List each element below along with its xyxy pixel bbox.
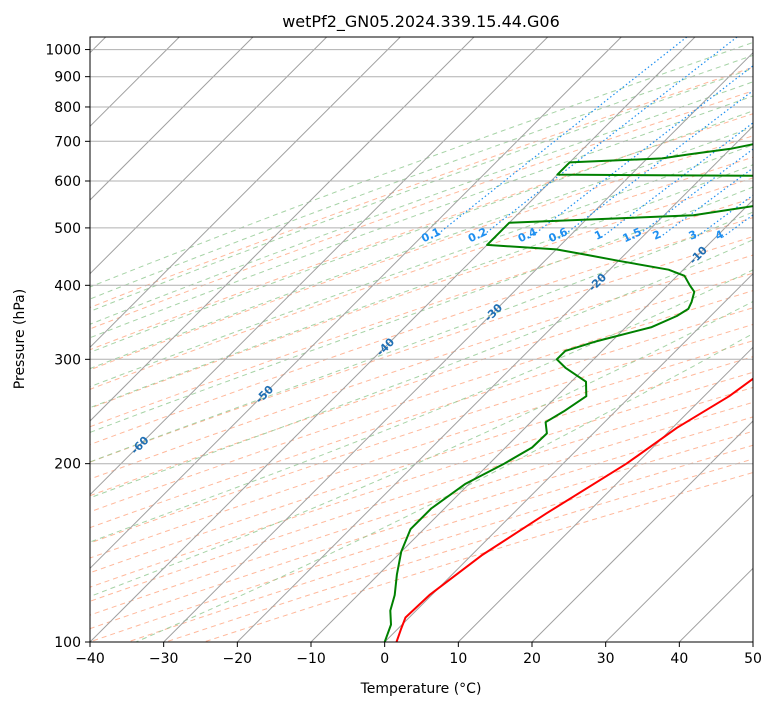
chart-title: wetPf2_GN05.2024.339.15.44.G06 xyxy=(282,12,560,32)
moist-adiabat xyxy=(90,211,753,463)
x-tick-label: 50 xyxy=(744,651,762,667)
x-tick-label: −10 xyxy=(296,651,326,667)
moist-adiabat xyxy=(90,67,753,312)
dry-adiabat xyxy=(90,307,753,529)
moist-adiabat xyxy=(90,95,753,339)
isotherm xyxy=(531,420,753,642)
y-tick-label: 700 xyxy=(54,134,81,150)
dewpoint-line xyxy=(383,143,753,642)
x-tick-label: 0 xyxy=(380,651,389,667)
moist-adiabat xyxy=(90,41,753,288)
background-lines xyxy=(90,37,753,642)
moist-adiabat xyxy=(90,186,753,433)
y-tick-label: 900 xyxy=(54,70,81,86)
x-tick-label: 10 xyxy=(449,651,467,667)
isotherm xyxy=(90,37,475,422)
dry-adiabat xyxy=(90,197,753,428)
dry-adiabat xyxy=(90,386,753,602)
x-axis-title: Temperature (°C) xyxy=(360,681,482,697)
mixing-ratio-line xyxy=(478,37,738,239)
dry-adiabat xyxy=(90,90,753,330)
dry-adiabat xyxy=(90,340,753,559)
moist-adiabat xyxy=(135,333,753,642)
dry-adiabat xyxy=(90,290,753,513)
dry-adiabat xyxy=(90,254,753,480)
x-tick-label: 30 xyxy=(597,651,615,667)
isotherm xyxy=(310,199,753,642)
plot-frame xyxy=(89,36,754,643)
y-tick-label: 300 xyxy=(54,352,81,368)
y-tick-label: 100 xyxy=(54,635,81,651)
isotherm xyxy=(384,272,753,642)
dry-adiabat xyxy=(90,356,753,574)
moist-adiabat xyxy=(90,300,753,597)
mixing-ratio-line xyxy=(658,167,753,239)
y-tick-label: 1000 xyxy=(45,43,81,59)
x-tick-label: −20 xyxy=(223,651,253,667)
moist-adiabat xyxy=(90,81,753,325)
y-tick-label: 400 xyxy=(54,278,81,294)
temperature-line xyxy=(395,377,753,642)
isotherm xyxy=(605,493,753,642)
isotherm xyxy=(90,37,328,275)
profile-lines xyxy=(383,143,753,642)
isotherm xyxy=(90,37,549,496)
y-axis-title: Pressure (hPa) xyxy=(12,289,28,389)
dry-adiabat xyxy=(90,177,753,409)
isotherm xyxy=(236,125,753,642)
y-tick-label: 800 xyxy=(54,100,81,116)
y-tick-label: 200 xyxy=(54,457,81,473)
x-tick-label: −30 xyxy=(149,651,179,667)
x-axis: −40 −30 −20 −10 0 10 20 30 40 50 xyxy=(75,642,762,667)
dry-adiabat xyxy=(90,113,753,351)
isotherm xyxy=(90,37,696,642)
moist-adiabat xyxy=(90,54,753,300)
isotherm xyxy=(90,37,622,570)
isotherm xyxy=(457,346,753,642)
isotherm xyxy=(90,37,401,349)
y-tick-label: 600 xyxy=(54,174,81,190)
isotherm xyxy=(90,37,254,201)
x-tick-label: 40 xyxy=(670,651,688,667)
x-tick-label: −40 xyxy=(75,651,105,667)
x-tick-label: 20 xyxy=(523,651,541,667)
isotherm xyxy=(163,51,753,642)
moist-adiabat xyxy=(90,126,753,370)
y-axis: 100 200 300 400 500 600 700 800 900 1000 xyxy=(45,43,90,651)
mixing-ratio-line xyxy=(559,89,753,239)
y-tick-label: 500 xyxy=(54,221,81,237)
